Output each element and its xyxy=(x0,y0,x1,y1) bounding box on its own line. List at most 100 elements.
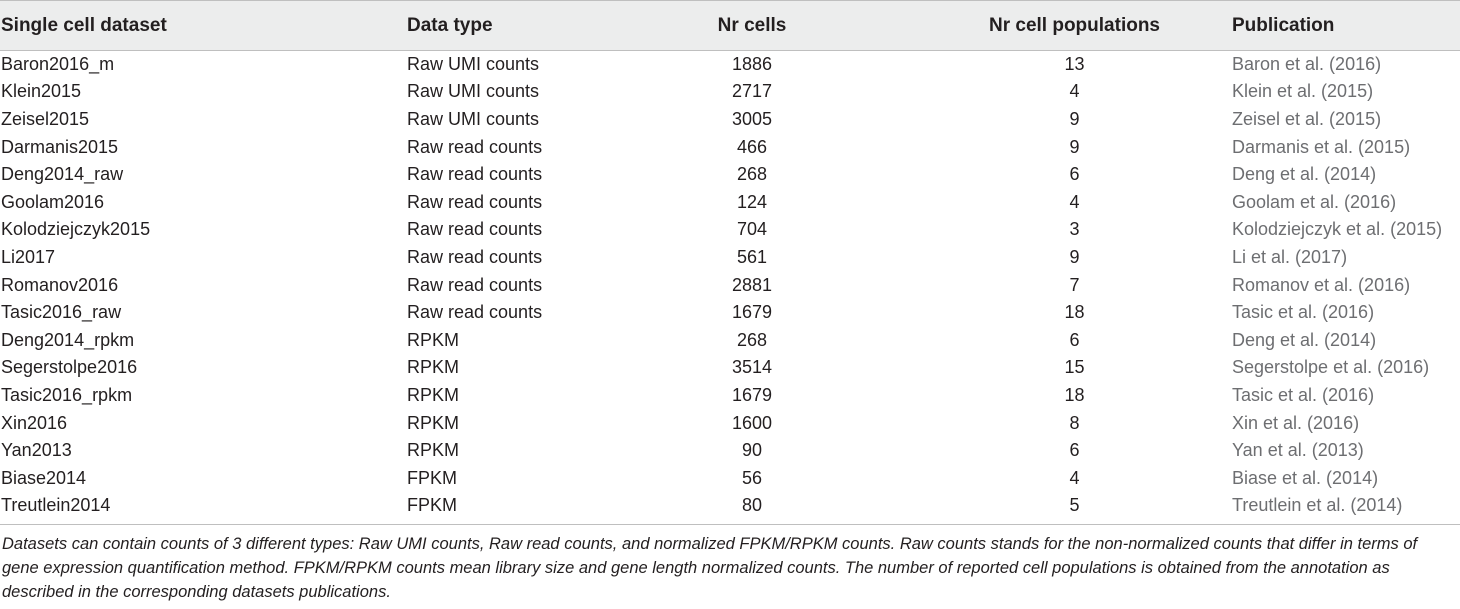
cell-nr-populations: 6 xyxy=(1069,164,1080,185)
cell-nr-populations: 7 xyxy=(1069,274,1080,295)
cell-nr-cells: 1679 xyxy=(731,384,773,405)
cell-nr-cells: 1886 xyxy=(731,54,773,75)
cell-publication: Deng et al. (2014) xyxy=(1232,164,1377,185)
cell-data-type: FPKM xyxy=(407,467,458,488)
table-row: Goolam2016 Raw read counts 124 4 Goolam et a… xyxy=(0,188,1460,216)
cell-publication: Darmanis et al. (2015) xyxy=(1232,136,1411,157)
header-dataset: Single cell dataset xyxy=(1,14,167,36)
table-row: Deng2014_raw Raw read counts 268 6 Deng et a… xyxy=(0,161,1460,189)
cell-dataset: Darmanis2015 xyxy=(1,136,119,157)
cell-nr-populations: 18 xyxy=(1064,302,1085,323)
cell-nr-cells: 3005 xyxy=(731,108,773,129)
cell-data-type: Raw UMI counts xyxy=(407,108,540,129)
cell-data-type: Raw read counts xyxy=(407,191,543,212)
cell-dataset: Kolodziejczyk2015 xyxy=(1,219,151,240)
cell-dataset: Deng2014_rpkm xyxy=(1,329,135,350)
dataset-table: Single cell dataset Data type Nr cells N… xyxy=(0,0,1460,520)
header-row: Single cell dataset Data type Nr cells N… xyxy=(0,0,1460,51)
table-bottom-rule xyxy=(0,524,1460,525)
cell-dataset: Deng2014_raw xyxy=(1,164,124,185)
cell-data-type: Raw read counts xyxy=(407,164,543,185)
table-row: Xin2016 RPKM 1600 8 Xin et al. (2016) xyxy=(0,409,1460,437)
cell-dataset: Xin2016 xyxy=(1,412,68,433)
cell-nr-cells: 90 xyxy=(741,440,763,461)
cell-nr-populations: 6 xyxy=(1069,440,1080,461)
cell-publication: Kolodziejczyk et al. (2015) xyxy=(1232,219,1443,240)
cell-nr-cells: 3514 xyxy=(731,357,773,378)
table-row: Baron2016_m Raw UMI counts 1886 13 Baron et … xyxy=(0,51,1460,79)
cell-nr-populations: 13 xyxy=(1064,54,1085,75)
table-header: Single cell dataset Data type Nr cells N… xyxy=(0,0,1460,51)
table-row: Segerstolpe2016 RPKM 3514 15 Segerstolpe et … xyxy=(0,354,1460,382)
cell-nr-populations: 18 xyxy=(1064,384,1085,405)
cell-publication: Deng et al. (2014) xyxy=(1232,329,1377,350)
cell-dataset: Klein2015 xyxy=(1,81,82,102)
cell-nr-cells: 124 xyxy=(736,191,768,212)
cell-publication: Tasic et al. (2016) xyxy=(1232,384,1375,405)
cell-data-type: Raw read counts xyxy=(407,219,543,240)
cell-publication: Treutlein et al. (2014) xyxy=(1232,494,1403,515)
cell-nr-cells: 1679 xyxy=(731,302,773,323)
cell-dataset: Zeisel2015 xyxy=(1,108,90,129)
header-nr-cells: Nr cells xyxy=(717,14,787,36)
header-publication: Publication xyxy=(1232,14,1335,36)
table-row: Klein2015 Raw UMI counts 2717 4 Klein et al.… xyxy=(0,78,1460,106)
table-row: Li2017 Raw read counts 561 9 Li et al. (2017… xyxy=(0,244,1460,272)
cell-data-type: Raw UMI counts xyxy=(407,81,540,102)
cell-publication: Yan et al. (2013) xyxy=(1232,440,1364,461)
table-row: Tasic2016_rpkm RPKM 1679 18 Tasic et al. (20… xyxy=(0,382,1460,410)
cell-publication: Zeisel et al. (2015) xyxy=(1232,108,1382,129)
cell-dataset: Goolam2016 xyxy=(1,191,105,212)
cell-dataset: Li2017 xyxy=(1,246,56,267)
table-row: Biase2014 FPKM 56 4 Biase et al. (2014) xyxy=(0,464,1460,492)
cell-data-type: Raw read counts xyxy=(407,274,543,295)
table-row: Romanov2016 Raw read counts 2881 7 Romanov e… xyxy=(0,271,1460,299)
dataset-table-container: Single cell dataset Data type Nr cells N… xyxy=(0,0,1460,520)
cell-publication: Goolam et al. (2016) xyxy=(1232,191,1397,212)
cell-dataset: Tasic2016_rpkm xyxy=(1,384,133,405)
header-nr-populations: Nr cell populations xyxy=(988,14,1161,36)
cell-nr-cells: 704 xyxy=(736,219,768,240)
cell-nr-populations: 15 xyxy=(1064,357,1085,378)
table-row: Kolodziejczyk2015 Raw read counts 704 3 Kolo… xyxy=(0,216,1460,244)
cell-dataset: Baron2016_m xyxy=(1,54,115,75)
cell-dataset: Yan2013 xyxy=(1,440,72,461)
table-row: Darmanis2015 Raw read counts 466 9 Darmanis … xyxy=(0,133,1460,161)
cell-nr-populations: 3 xyxy=(1069,219,1080,240)
cell-publication: Klein et al. (2015) xyxy=(1232,81,1374,102)
table-body: Baron2016_m Raw UMI counts 1886 13 Baron et … xyxy=(0,51,1460,520)
header-data-type: Data type xyxy=(407,14,493,36)
cell-dataset: Tasic2016_raw xyxy=(1,302,122,323)
cell-nr-cells: 2881 xyxy=(731,274,773,295)
cell-data-type: Raw UMI counts xyxy=(407,54,540,75)
table-row: Zeisel2015 Raw UMI counts 3005 9 Zeisel et a… xyxy=(0,106,1460,134)
cell-nr-cells: 2717 xyxy=(731,81,773,102)
table-row: Treutlein2014 FPKM 80 5 Treutlein et al. (20… xyxy=(0,492,1460,520)
cell-nr-populations: 4 xyxy=(1069,467,1080,488)
table-row: Deng2014_rpkm RPKM 268 6 Deng et al. (2014) xyxy=(0,326,1460,354)
table-footnote: Datasets can contain counts of 3 differe… xyxy=(2,535,1418,601)
cell-nr-populations: 4 xyxy=(1069,191,1080,212)
cell-nr-populations: 5 xyxy=(1069,494,1080,515)
cell-data-type: RPKM xyxy=(407,412,460,433)
cell-nr-populations: 9 xyxy=(1069,246,1080,267)
cell-dataset: Segerstolpe2016 xyxy=(1,357,138,378)
cell-data-type: Raw read counts xyxy=(407,136,543,157)
cell-dataset: Treutlein2014 xyxy=(1,494,111,515)
cell-nr-cells: 268 xyxy=(736,164,768,185)
cell-publication: Xin et al. (2016) xyxy=(1232,412,1360,433)
cell-nr-populations: 9 xyxy=(1069,108,1080,129)
cell-data-type: RPKM xyxy=(407,384,460,405)
cell-nr-cells: 56 xyxy=(741,467,763,488)
table-row: Tasic2016_raw Raw read counts 1679 18 Tasic … xyxy=(0,299,1460,327)
cell-dataset: Romanov2016 xyxy=(1,274,119,295)
cell-dataset: Biase2014 xyxy=(1,467,87,488)
cell-nr-populations: 4 xyxy=(1069,81,1080,102)
cell-data-type: RPKM xyxy=(407,329,460,350)
cell-publication: Segerstolpe et al. (2016) xyxy=(1232,357,1430,378)
table-row: Yan2013 RPKM 90 6 Yan et al. (2013) xyxy=(0,437,1460,465)
cell-data-type: Raw read counts xyxy=(407,302,543,323)
cell-publication: Tasic et al. (2016) xyxy=(1232,302,1375,323)
cell-publication: Baron et al. (2016) xyxy=(1232,54,1382,75)
cell-nr-cells: 80 xyxy=(741,494,763,515)
